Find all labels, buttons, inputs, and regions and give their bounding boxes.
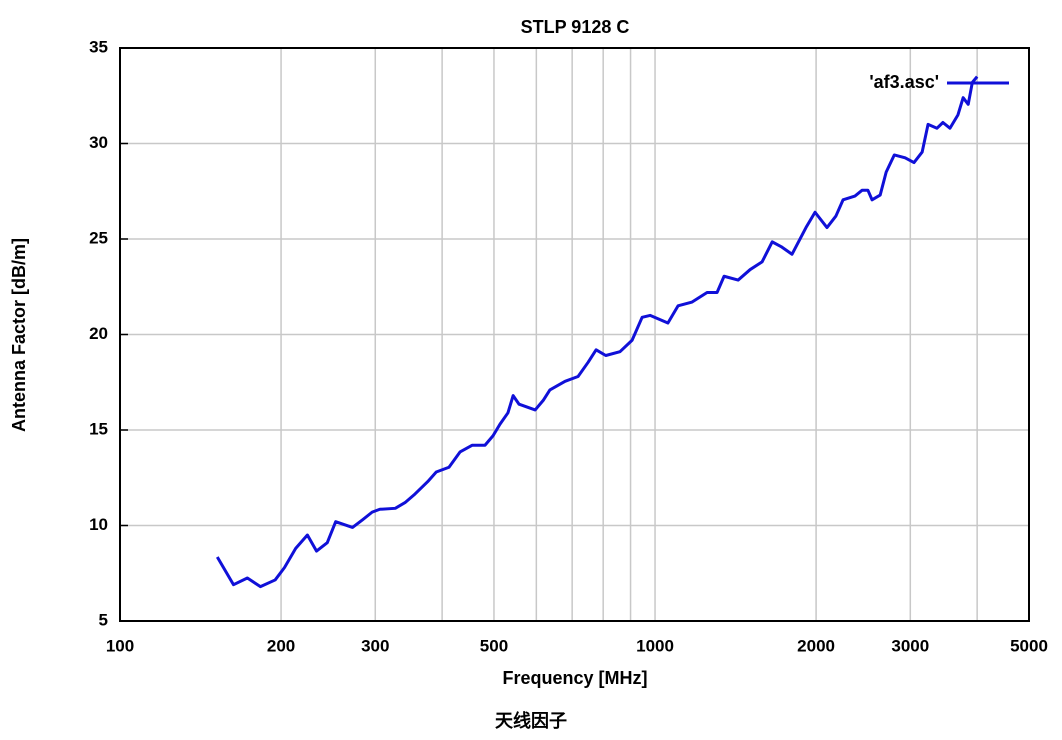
y-tick-label: 15 (89, 419, 108, 438)
x-tick-label: 5000 (1010, 636, 1048, 655)
x-tick-label: 2000 (797, 636, 835, 655)
x-tick-label: 1000 (636, 636, 674, 655)
y-tick-label: 5 (99, 610, 108, 629)
caption: 天线因子 (495, 710, 567, 731)
plot-frame (119, 47, 1030, 622)
chart-title: STLP 9128 C (521, 17, 630, 37)
y-tick-label: 10 (89, 515, 108, 534)
x-tick-label: 3000 (891, 636, 929, 655)
x-axis-label: Frequency [MHz] (502, 668, 647, 688)
y-tick-label: 25 (89, 228, 108, 247)
x-tick-label: 500 (480, 636, 508, 655)
y-axis-label: Antenna Factor [dB/m] (9, 238, 29, 432)
y-tick-label: 35 (89, 37, 108, 56)
y-tick-label: 30 (89, 133, 108, 152)
x-tick-label: 300 (361, 636, 389, 655)
x-tick-label: 200 (267, 636, 295, 655)
x-tick-label: 100 (106, 636, 134, 655)
data-line (215, 75, 979, 589)
legend-label: 'af3.asc' (869, 72, 939, 92)
y-tick-label: 20 (89, 324, 108, 343)
